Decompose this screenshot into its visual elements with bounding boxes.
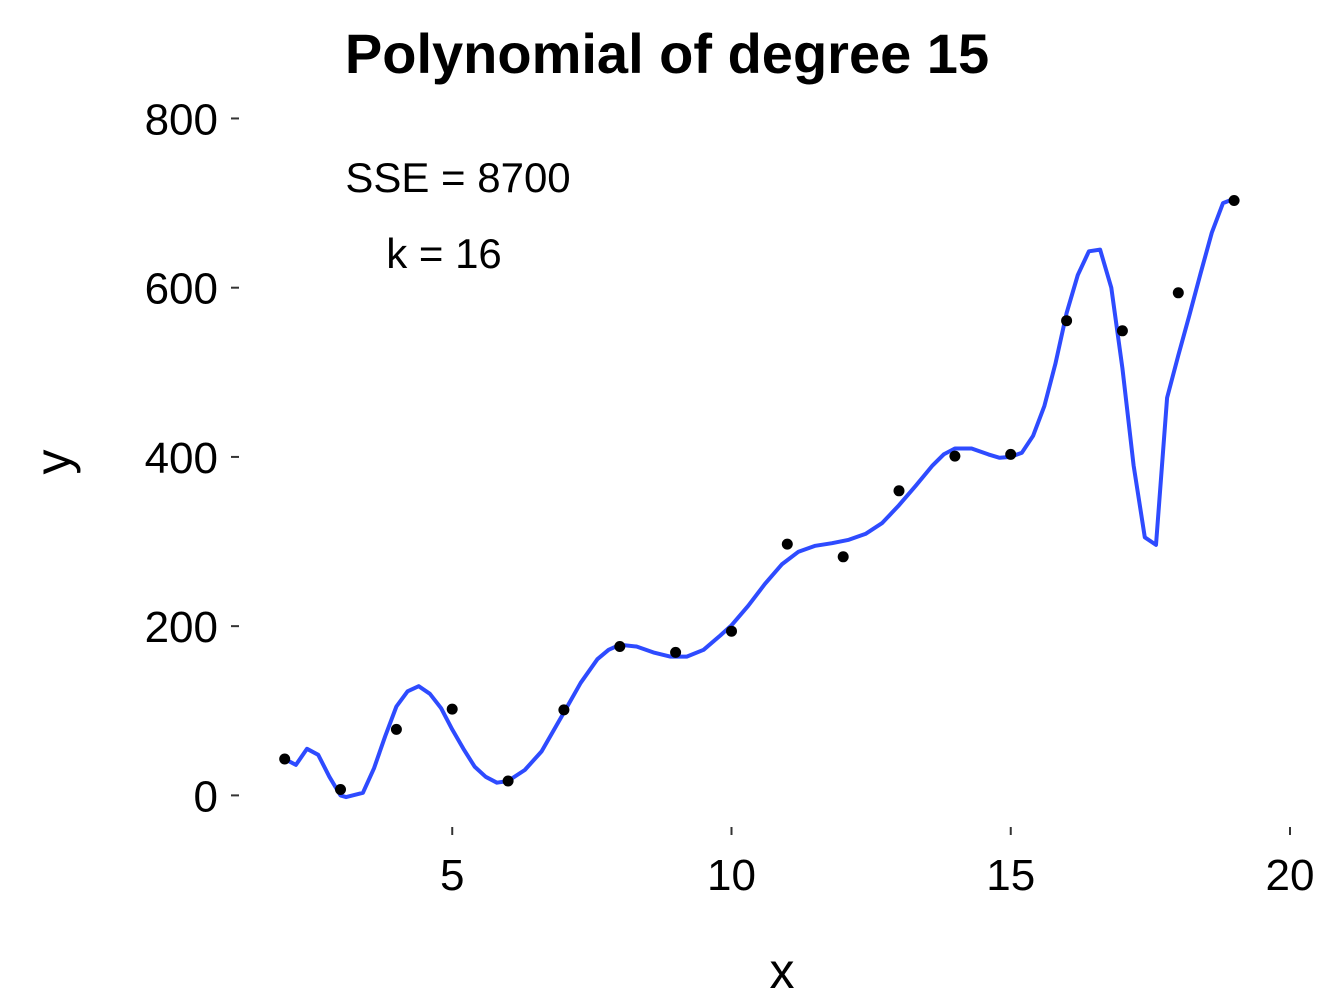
data-point <box>614 641 626 652</box>
x-tick-label: 5 <box>440 851 464 900</box>
x-tick-label: 10 <box>707 851 756 900</box>
y-axis-title: y <box>25 450 81 475</box>
x-axis-title: x <box>770 943 795 999</box>
data-point <box>949 450 961 462</box>
data-point <box>335 784 346 795</box>
data-point <box>558 704 570 716</box>
data-point <box>893 485 905 497</box>
k-annotation: k = 16 <box>386 230 502 277</box>
data-point <box>1116 325 1128 337</box>
data-point <box>390 723 402 735</box>
y-tick-label: 600 <box>145 265 218 314</box>
x-tick-label: 20 <box>1266 851 1315 900</box>
y-tick-label: 400 <box>145 434 218 483</box>
fit-line <box>282 196 1237 800</box>
annotation-group: SSE = 8700 k = 16 <box>345 154 570 277</box>
data-point <box>837 551 849 563</box>
sse-annotation: SSE = 8700 <box>345 154 570 201</box>
data-point <box>1228 195 1240 206</box>
data-point <box>1061 315 1073 327</box>
y-tick-label: 800 <box>145 95 218 144</box>
y-tick-label: 200 <box>145 603 218 652</box>
chart-title: Polynomial of degree 15 <box>345 22 989 85</box>
y-axis: 0 200 400 600 800 <box>145 95 239 821</box>
data-point <box>502 775 514 787</box>
data-point <box>670 646 682 658</box>
y-tick-label: 0 <box>194 772 218 821</box>
x-tick-label: 15 <box>986 851 1035 900</box>
data-point <box>279 753 291 765</box>
data-point <box>1005 448 1017 460</box>
data-point <box>781 538 793 550</box>
data-point <box>446 703 458 715</box>
data-point <box>1172 287 1184 299</box>
data-point <box>726 625 737 637</box>
plot-area <box>279 195 1240 800</box>
x-axis: 5 10 15 20 <box>440 827 1314 900</box>
